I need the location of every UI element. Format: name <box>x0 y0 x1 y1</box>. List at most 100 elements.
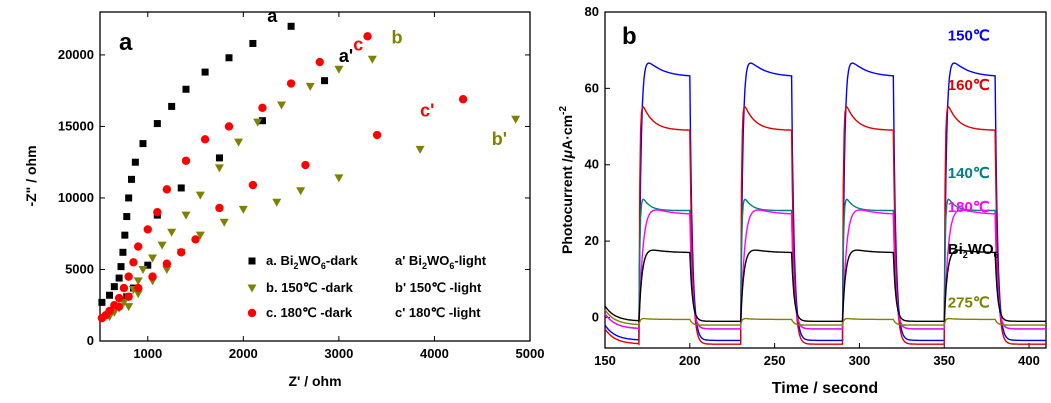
data-point-b-dark <box>133 277 143 286</box>
data-point-a-dark <box>110 283 118 291</box>
data-point-a-dark <box>225 54 233 62</box>
data-point-b-dark <box>167 228 177 237</box>
data-point-c-dark <box>162 185 172 194</box>
data-point-b-dark <box>334 65 344 74</box>
data-point-c-dark <box>200 135 210 144</box>
curve-annotation: a <box>267 6 278 26</box>
x-tick-label-b: 150 <box>594 353 616 368</box>
data-point-a-dark <box>125 194 133 202</box>
data-point-b-light <box>334 174 344 183</box>
x-tick-label-b: 350 <box>933 353 955 368</box>
legend-entry-light-1: b' 150℃ -light <box>395 280 482 295</box>
data-point-c-light <box>191 235 200 244</box>
series-line-s160 <box>604 105 1046 346</box>
y-tick-label-b: 40 <box>585 157 599 172</box>
y-axis-label-a: -Z" / ohm <box>23 145 39 206</box>
series-label-subscript: 6 <box>994 250 999 260</box>
data-point-b-light <box>272 198 282 207</box>
data-point-a-dark <box>249 39 257 47</box>
legend-text: c' 180℃ -light <box>395 305 481 320</box>
panel-label-a: a <box>119 29 133 56</box>
x-axis-label-b: Time / second <box>772 380 878 397</box>
data-point-b-dark <box>214 164 224 173</box>
data-point-c-light <box>134 283 143 293</box>
data-point-b-light <box>511 115 521 124</box>
panel-label-b: b <box>622 23 637 50</box>
data-point-b-dark <box>234 138 244 147</box>
legend-text: WO <box>298 253 320 268</box>
data-point-a-dark <box>153 120 161 128</box>
data-point-a-dark <box>117 263 125 271</box>
x-tick-label-a: 4000 <box>420 346 449 361</box>
series-label-sbi: Bi2WO6 <box>948 241 999 260</box>
legend-text: a. Bi <box>266 253 293 268</box>
series-line-s275 <box>604 309 1046 327</box>
curve-annotation: c' <box>420 100 434 120</box>
series-label-text: Bi <box>948 241 963 258</box>
data-point-a-dark <box>128 175 136 183</box>
data-point-a-light <box>144 261 152 269</box>
legend-entry-dark-150: b. 150℃ -dark <box>266 280 354 295</box>
data-point-a-dark <box>131 158 139 166</box>
legend-text: b. 150℃ -dark <box>266 280 354 295</box>
series-label-s150: 150℃ <box>948 27 990 44</box>
data-point-c-dark <box>105 306 114 316</box>
series-lines-b <box>604 62 1046 346</box>
data-point-a-dark <box>182 85 190 93</box>
legend-text: b' 150℃ -light <box>395 280 482 295</box>
data-point-a-light <box>177 184 185 192</box>
data-point-c-dark <box>315 57 324 67</box>
data-point-c-dark <box>129 258 138 267</box>
y-label-mu: μ <box>559 149 575 159</box>
data-point-b-dark <box>157 241 167 250</box>
photocurrent-chart: 150 200 250 300 350 400 0 20 40 60 80 b 150℃ 160℃ 14… <box>558 4 1047 397</box>
legend-text: c. 180℃ -dark <box>266 305 353 320</box>
x-tick-label-a: 1000 <box>133 346 162 361</box>
legend-subscript: 6 <box>449 261 454 271</box>
axis-ticks-b: 150 200 250 300 350 400 0 20 40 60 80 <box>585 4 1040 368</box>
data-point-b-light <box>162 265 172 274</box>
data-point-a-light <box>215 154 223 162</box>
axis-ticks-a: 1000 2000 3000 4000 5000 0 5000 10000 15000 20000 <box>58 12 544 361</box>
curve-annotations-a: a a'c b c' b' <box>267 6 507 149</box>
data-point-a-dark <box>201 68 209 76</box>
data-point-b-dark <box>181 211 191 220</box>
data-point-c-dark <box>124 272 133 281</box>
legend-entry-light-2: c' 180℃ -light <box>395 305 481 320</box>
legend-text: a' Bi <box>395 253 422 268</box>
data-point-c-light <box>215 203 224 213</box>
data-point-c-light <box>148 272 157 281</box>
y-tick-label-a: 0 <box>87 333 94 348</box>
y-axis-label-b: Photocurrent /μA·cm-2 <box>558 106 575 254</box>
y-tick-label-b: 80 <box>585 4 599 19</box>
legend-subscript: 2 <box>293 261 298 271</box>
legend-text: WO <box>427 253 449 268</box>
legend-marker-dark-150 <box>247 284 257 293</box>
series-label-s160: 160℃ <box>948 77 990 94</box>
data-point-a-dark <box>119 248 127 256</box>
x-tick-label-a: 2000 <box>229 346 258 361</box>
data-point-c-dark <box>286 79 296 88</box>
data-point-c-dark <box>143 225 152 234</box>
data-point-c-light <box>372 130 382 140</box>
data-point-b-light <box>238 205 248 214</box>
data-point-a-light <box>258 117 266 125</box>
data-point-c-light <box>114 302 124 311</box>
legend-subscript: 2 <box>422 261 427 271</box>
data-point-b-dark <box>148 254 158 263</box>
curve-annotation: a' <box>339 46 353 66</box>
data-point-c-dark <box>134 242 143 251</box>
y-tick-label-a: 5000 <box>65 261 94 276</box>
data-point-c-light <box>177 248 186 257</box>
series-line-s150 <box>604 62 1046 342</box>
legend-entry-light-0: a' Bi2WO6-light <box>395 253 487 271</box>
data-point-c-dark <box>114 293 124 303</box>
data-point-c-light <box>248 180 258 190</box>
data-point-a-dark <box>123 213 131 221</box>
series-c-dark <box>97 32 372 323</box>
series-label-s275: 275℃ <box>948 295 990 312</box>
y-tick-label-b: 60 <box>585 80 599 95</box>
data-point-b-light <box>415 145 425 154</box>
data-point-b-dark <box>367 55 377 64</box>
data-point-c-dark <box>181 156 191 165</box>
